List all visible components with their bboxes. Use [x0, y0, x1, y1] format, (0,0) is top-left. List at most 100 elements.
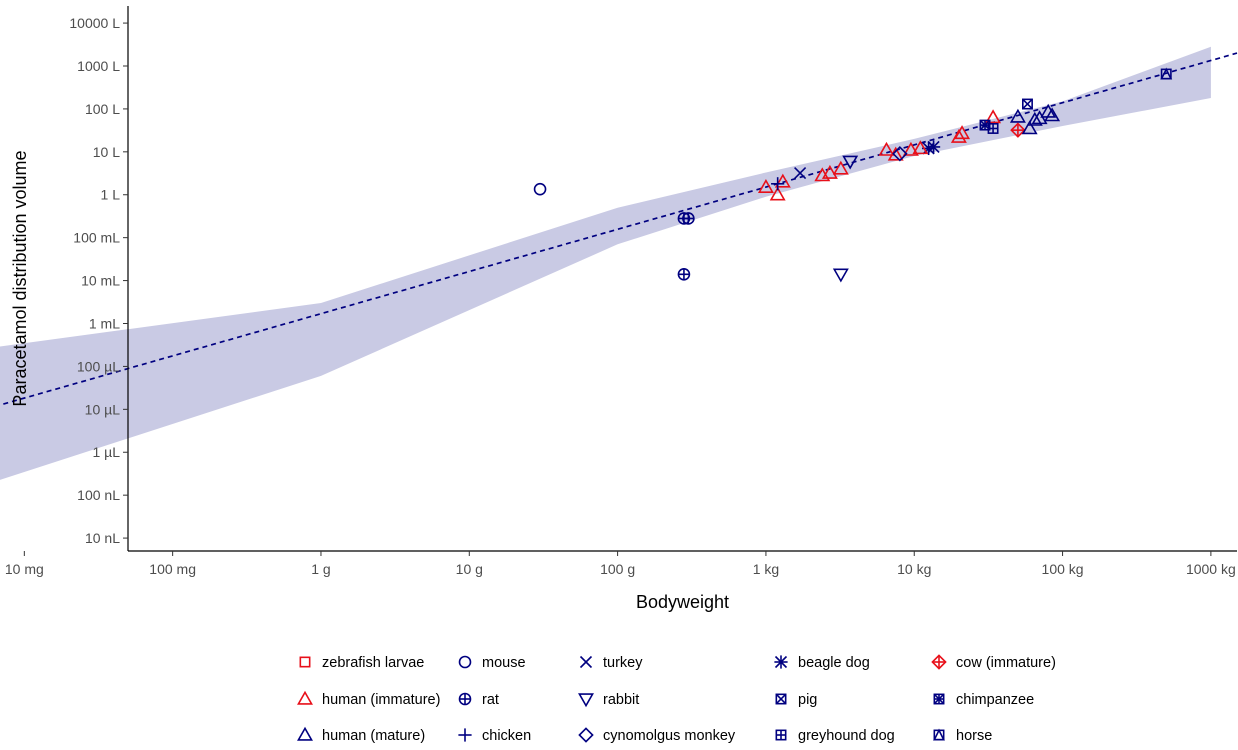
x-axis-title: Bodyweight: [636, 592, 729, 612]
legend-key: [578, 727, 594, 743]
legend-item-horse: horse: [933, 728, 992, 744]
series-rabbit: [832, 155, 859, 283]
legend-item-greyhound-dog: greyhound dog: [775, 728, 895, 744]
data-point: [757, 178, 774, 193]
data-point: [842, 155, 859, 170]
data-point: [677, 268, 691, 281]
legend-item-chicken: chicken: [458, 728, 531, 744]
legend-item-rabbit: rabbit: [578, 692, 639, 708]
series-pig: [1022, 98, 1033, 110]
x-tick-label: 1000 kg: [1186, 561, 1236, 577]
legend-label: cynomolgus monkey: [603, 728, 736, 744]
data-point: [987, 123, 999, 134]
legend-key: [774, 655, 788, 669]
data-point: [832, 268, 849, 283]
data-point: [1022, 98, 1033, 110]
y-tick-label: 1 µL: [92, 444, 120, 460]
series-turkey: [794, 167, 807, 180]
x-tick-label: 1 kg: [753, 561, 779, 577]
y-tick-label: 1 L: [101, 187, 121, 203]
x-tick-label: 100 kg: [1042, 561, 1084, 577]
legend-label: greyhound dog: [798, 728, 895, 744]
legend-label: pig: [798, 692, 817, 708]
y-tick-label: 10 L: [93, 144, 120, 160]
x-tick-label: 100 g: [600, 561, 635, 577]
data-point: [1009, 108, 1026, 123]
series-greyhound-dog: [987, 123, 999, 134]
legend-key: [458, 655, 472, 669]
x-tick-label: 1 g: [311, 561, 330, 577]
data-point: [1026, 111, 1043, 126]
y-tick-label: 100 µL: [77, 358, 120, 374]
series-cynomolgus-monkey: [892, 146, 908, 162]
data-point: [912, 140, 929, 155]
legend-key: [299, 656, 311, 668]
y-tick-label: 100 nL: [77, 487, 120, 503]
data-point: [892, 146, 908, 162]
legend-item-cynomolgus-monkey: cynomolgus monkey: [578, 727, 736, 744]
legend-label: zebrafish larvae: [322, 655, 424, 671]
legend-item-rat: rat: [458, 692, 499, 708]
legend-label: mouse: [482, 655, 526, 671]
data-point: [1021, 120, 1038, 135]
legend-key: [931, 654, 947, 670]
legend-label: human (mature): [322, 728, 425, 744]
legend-label: horse: [956, 728, 992, 744]
data-point: [878, 141, 895, 156]
legend-label: rabbit: [603, 692, 639, 708]
legend-key: [933, 693, 945, 705]
data-point: [985, 109, 1002, 124]
legend-key: [297, 726, 313, 741]
data-point: [769, 186, 786, 201]
series-cow-immature: [1010, 122, 1026, 138]
data-points-layer: [533, 67, 1173, 283]
legend-item-zebrafish-larvae: zebrafish larvae: [299, 655, 424, 671]
x-tick-label: 10 mg: [5, 561, 44, 577]
legend-key: [775, 729, 787, 741]
series-human-mature: [1009, 103, 1061, 135]
y-tick-label: 1000 L: [77, 58, 120, 74]
y-tick-label: 100 L: [85, 101, 120, 117]
x-tick-label: 10 kg: [897, 561, 931, 577]
series-human-immature: [757, 109, 1002, 201]
y-axis-title: Paracetamol distribution volume: [10, 150, 30, 406]
y-tick-label: 10 nL: [85, 530, 120, 546]
series-chicken: [771, 177, 785, 191]
series-mouse: [533, 182, 547, 196]
data-point: [1160, 67, 1173, 80]
legend-label: chimpanzee: [956, 692, 1034, 708]
legend-key: [458, 692, 472, 706]
legend-key: [775, 693, 787, 705]
y-tick-label: 10000 L: [69, 15, 120, 31]
legend-label: human (immature): [322, 692, 440, 708]
y-tick-label: 10 µL: [85, 401, 121, 417]
y-tick-label: 100 mL: [73, 230, 120, 246]
legend-key: [578, 693, 594, 708]
legend: zebrafish larvae mouse turkey beagle dog cow…: [297, 654, 1056, 744]
legend-item-beagle-dog: beagle dog: [774, 655, 870, 671]
legend-key: [297, 690, 313, 705]
legend-item-turkey: turkey: [579, 655, 643, 671]
data-point: [832, 160, 849, 175]
legend-item-pig: pig: [775, 692, 817, 708]
legend-label: chicken: [482, 728, 531, 744]
data-point: [902, 141, 919, 156]
data-point: [682, 212, 695, 225]
legend-item-human-mature: human (mature): [297, 726, 425, 744]
data-point: [1044, 107, 1061, 122]
legend-item-human-immature: human (immature): [297, 690, 440, 708]
legend-item-cow-immature: cow (immature): [931, 654, 1056, 671]
series-horse: [1160, 67, 1173, 80]
y-tick-label: 1 mL: [89, 315, 120, 331]
series-beagle-dog: [922, 140, 941, 156]
data-point: [794, 167, 807, 180]
data-point: [533, 182, 547, 196]
legend-label: turkey: [603, 655, 643, 671]
data-point: [1010, 122, 1026, 138]
series-rat: [677, 212, 695, 281]
x-tick-label: 100 mg: [149, 561, 196, 577]
data-point: [771, 177, 785, 191]
data-point: [954, 125, 971, 140]
